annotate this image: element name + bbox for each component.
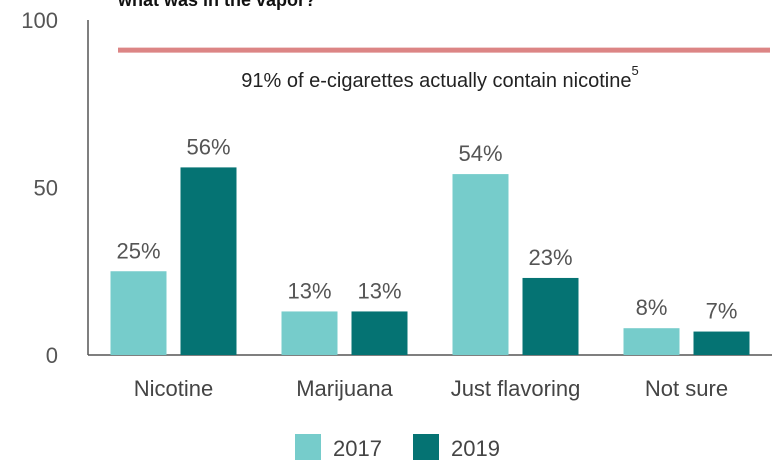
x-category-label: Just flavoring <box>451 376 581 401</box>
data-label: 25% <box>116 238 160 263</box>
legend: 2017 2019 <box>295 434 500 461</box>
chart-title: what was in the vapor? <box>117 0 316 10</box>
y-tick-label: 50 <box>34 176 58 201</box>
y-tick-label: 100 <box>21 8 58 33</box>
data-label: 7% <box>706 299 738 324</box>
x-category-label: Nicotine <box>134 376 213 401</box>
bar-2019 <box>693 331 750 355</box>
data-label: 54% <box>458 141 502 166</box>
reference-annotation-superscript: 5 <box>632 63 639 78</box>
bar-2017 <box>452 174 509 355</box>
bar-2017 <box>281 311 338 355</box>
bar-2019 <box>522 277 579 355</box>
legend-label-2019: 2019 <box>451 436 500 461</box>
reference-annotation-text: 91% of e-cigarettes actually contain nic… <box>241 70 631 92</box>
x-category-label: Not sure <box>645 376 728 401</box>
bar-2019 <box>180 167 237 355</box>
bar-2017 <box>623 328 680 355</box>
legend-swatch-2017 <box>295 434 321 460</box>
bar-2017 <box>110 271 167 355</box>
reference-annotation: 91% of e-cigarettes actually contain nic… <box>241 63 638 92</box>
bar-2019 <box>351 311 408 355</box>
bars: 25% 56% Nicotine 13% 13% Marijuana 54% 23% Just … <box>110 134 750 401</box>
data-label: 13% <box>287 278 331 303</box>
reference-line-group: 91% of e-cigarettes actually contain nic… <box>118 47 770 92</box>
legend-label-2017: 2017 <box>333 436 382 461</box>
data-label: 23% <box>528 245 572 270</box>
x-category-label: Marijuana <box>296 376 393 401</box>
data-label: 56% <box>186 134 230 159</box>
data-label: 13% <box>357 278 401 303</box>
data-label: 8% <box>636 295 668 320</box>
legend-swatch-2019 <box>413 434 439 460</box>
y-tick-label: 0 <box>46 343 58 368</box>
